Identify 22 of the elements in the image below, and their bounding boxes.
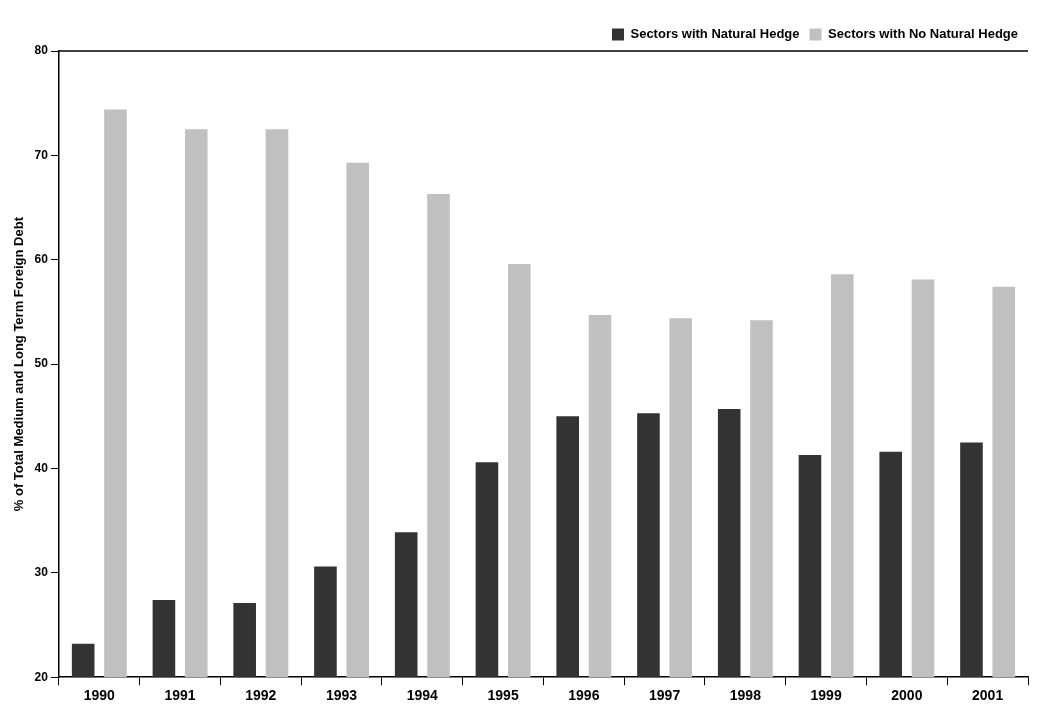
y-tick-label: 50	[34, 356, 49, 371]
legend-label: Sectors with No Natural Hedge	[828, 26, 1019, 42]
y-tick-label: 30	[34, 565, 49, 580]
y-axis-title: % of Total Medium and Long Term Foreign Debt	[11, 216, 27, 512]
x-tick-label: 1996	[568, 687, 600, 704]
y-tick-label: 40	[34, 460, 49, 475]
x-tick-label: 2000	[891, 687, 923, 704]
x-tick-label: 1999	[810, 687, 842, 704]
x-tick-label: 1993	[326, 687, 358, 704]
x-tick-label: 1998	[729, 687, 762, 704]
x-tick-label: 2001	[972, 687, 1004, 704]
x-tick-label: 1995	[487, 687, 519, 704]
y-tick-label: 60	[34, 252, 49, 267]
y-tick-label: 70	[34, 147, 49, 162]
x-tick-label: 1994	[406, 687, 439, 704]
legend-label: Sectors with Natural Hedge	[630, 26, 800, 42]
y-tick-label: 80	[34, 43, 49, 58]
x-tick-label: 1992	[245, 687, 277, 704]
x-tick-label: 1990	[83, 687, 116, 704]
x-tick-label: 1997	[649, 687, 681, 704]
x-tick-label: 1991	[164, 687, 196, 704]
y-tick-label: 20	[34, 669, 49, 684]
